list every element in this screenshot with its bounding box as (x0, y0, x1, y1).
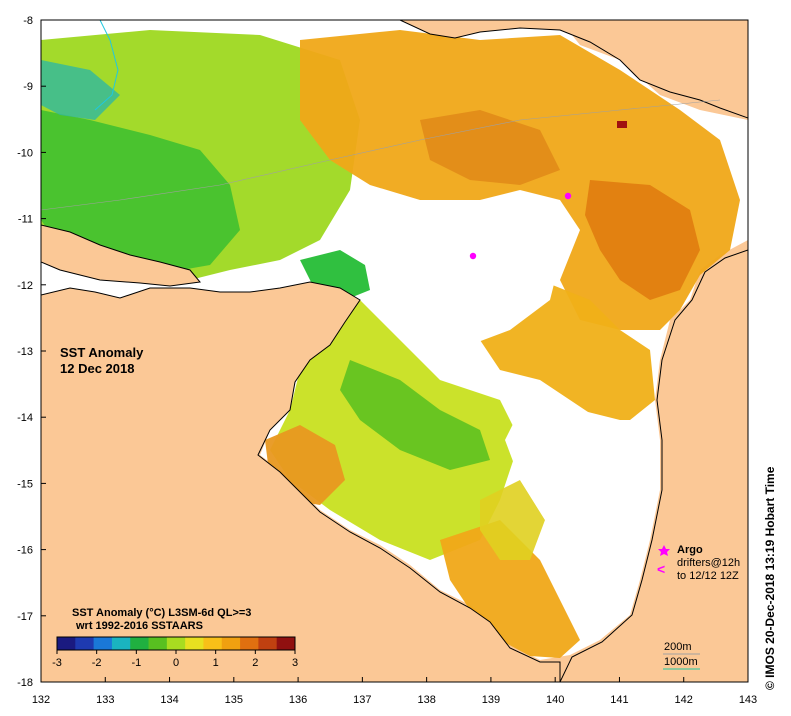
anomaly-patch-yellow-south (480, 480, 545, 560)
colorbar-tick-label: 1 (213, 657, 219, 669)
lon-tick-label: 139 (482, 694, 500, 706)
map-title: SST Anomaly (60, 345, 144, 360)
isobath-1000m-label: 1000m (664, 656, 698, 668)
lat-tick-label: -10 (17, 147, 33, 159)
anomaly-patch-dark-orange (585, 180, 700, 300)
legend: Argo < drifters@12h to 12/12 12Z 200m 10… (657, 544, 740, 670)
colorbar-tick-label: 0 (173, 657, 179, 669)
colorbar-swatch (185, 637, 204, 650)
colorbar-tick-label: 2 (252, 657, 258, 669)
colorbar-swatch (221, 637, 241, 650)
lat-tick-label: -15 (17, 478, 33, 490)
colorbar (56, 636, 296, 651)
argo-float-marker (564, 192, 572, 200)
lat-tick-label: -17 (17, 611, 33, 623)
lon-tick-label: 141 (610, 694, 628, 706)
colorbar-swatch (130, 637, 150, 650)
colorbar-swatch (166, 637, 186, 650)
land-top-end (41, 281, 561, 682)
anomaly-patch-deep-green (41, 110, 240, 272)
argo-legend-label: Argo (677, 544, 703, 556)
map-date: 12 Dec 2018 (60, 361, 134, 376)
land-cape-west (41, 224, 201, 287)
lon-tick-label: 140 (546, 694, 564, 706)
colorbar-swatch (75, 637, 95, 650)
lon-tick-label: 133 (96, 694, 114, 706)
lat-tick-label: -8 (23, 15, 33, 27)
lat-tick-label: -14 (17, 412, 33, 424)
colorbar-swatch (93, 637, 113, 650)
lat-tick-label: -11 (18, 214, 33, 226)
lat-axis: -8 -9 -10 -11 -12 -13 -14 -15 -16 -17 -18 (17, 15, 46, 689)
colorbar-tick-label: 3 (292, 657, 298, 669)
colorbar-swatch (258, 637, 278, 650)
lat-tick-label: -13 (17, 346, 33, 358)
isobath-200m-label: 200m (664, 641, 692, 653)
colorbar-swatch (148, 637, 168, 650)
lat-tick-label: -18 (17, 677, 33, 689)
anomaly-patch-green-gulf (340, 360, 490, 470)
anomaly-patch-dark-orange-2 (420, 110, 560, 185)
anomaly-spot-hot (617, 121, 627, 128)
lon-tick-label: 137 (353, 694, 371, 706)
no-data-center (395, 200, 560, 345)
colorbar-ticks: -3 -2 -1 0 1 2 3 (52, 650, 298, 669)
lon-axis: 132 133 134 135 136 137 138 139 140 141 142 143 (32, 677, 757, 706)
drifters-legend-label: drifters@12h (677, 557, 740, 569)
anomaly-patch-orange-south (440, 520, 580, 658)
colorbar-tick-label: -2 (92, 657, 102, 669)
lon-tick-label: 134 (160, 694, 178, 706)
credit-text: © IMOS 20-Dec-2018 13:19 Hobart Time (763, 466, 777, 690)
drifters-legend-time: to 12/12 12Z (677, 570, 739, 582)
colorbar-subtitle: wrt 1992-2016 SSTAARS (75, 620, 203, 632)
land-new-guinea (399, 20, 748, 119)
drifter-legend-icon: < (657, 561, 665, 577)
lat-tick-label: -12 (17, 280, 33, 292)
land-cape-york (559, 249, 748, 682)
colorbar-title: SST Anomaly (°C) L3SM-6d QL>=3 (72, 607, 251, 619)
colorbar-swatch (240, 637, 259, 650)
colorbar-swatch (57, 637, 76, 650)
no-data-east (505, 410, 655, 590)
colorbar-swatch (111, 637, 131, 650)
lon-tick-label: 143 (739, 694, 757, 706)
lon-tick-label: 136 (289, 694, 307, 706)
isobath-200m (41, 99, 721, 211)
colorbar-swatch (203, 637, 223, 650)
argo-float-marker (469, 252, 477, 260)
lon-tick-label: 132 (32, 694, 50, 706)
colorbar-tick-label: -3 (52, 657, 62, 669)
argo-legend-icon (658, 545, 670, 556)
colorbar-tick-label: -1 (131, 657, 141, 669)
lat-tick-label: -9 (23, 81, 33, 93)
colorbar-swatch (276, 637, 296, 650)
lon-tick-label: 138 (417, 694, 435, 706)
lat-tick-label: -16 (17, 545, 33, 557)
river-line (94, 20, 119, 111)
lon-tick-label: 142 (675, 694, 693, 706)
lon-tick-label: 135 (225, 694, 243, 706)
